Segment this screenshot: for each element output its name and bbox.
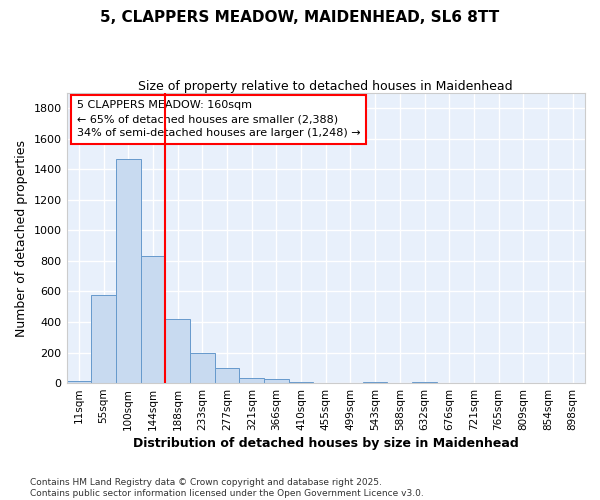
Y-axis label: Number of detached properties: Number of detached properties <box>15 140 28 336</box>
Text: Contains HM Land Registry data © Crown copyright and database right 2025.
Contai: Contains HM Land Registry data © Crown c… <box>30 478 424 498</box>
Bar <box>67 381 91 383</box>
Bar <box>116 158 140 383</box>
Title: Size of property relative to detached houses in Maidenhead: Size of property relative to detached ho… <box>139 80 513 93</box>
Text: 5 CLAPPERS MEADOW: 160sqm
← 65% of detached houses are smaller (2,388)
34% of se: 5 CLAPPERS MEADOW: 160sqm ← 65% of detac… <box>77 100 361 138</box>
Bar <box>363 382 388 383</box>
Bar <box>91 294 116 383</box>
Text: 5, CLAPPERS MEADOW, MAIDENHEAD, SL6 8TT: 5, CLAPPERS MEADOW, MAIDENHEAD, SL6 8TT <box>100 10 500 25</box>
Bar <box>215 368 239 383</box>
Bar <box>140 256 165 383</box>
X-axis label: Distribution of detached houses by size in Maidenhead: Distribution of detached houses by size … <box>133 437 518 450</box>
Bar <box>289 382 313 383</box>
Bar <box>190 352 215 383</box>
Bar <box>239 378 264 383</box>
Bar <box>264 380 289 383</box>
Bar <box>412 382 437 383</box>
Bar <box>165 319 190 383</box>
